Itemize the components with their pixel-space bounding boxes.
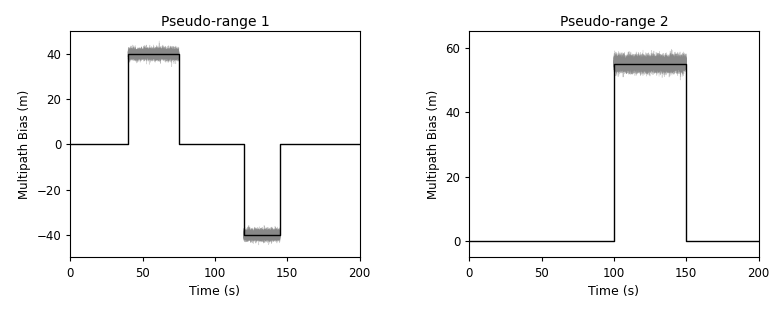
Y-axis label: Multipath Bias (m): Multipath Bias (m) — [427, 90, 440, 199]
X-axis label: Time (s): Time (s) — [589, 285, 640, 298]
X-axis label: Time (s): Time (s) — [189, 285, 240, 298]
Y-axis label: Multipath Bias (m): Multipath Bias (m) — [18, 90, 31, 199]
Title: Pseudo-range 2: Pseudo-range 2 — [560, 15, 669, 29]
Title: Pseudo-range 1: Pseudo-range 1 — [160, 15, 269, 29]
